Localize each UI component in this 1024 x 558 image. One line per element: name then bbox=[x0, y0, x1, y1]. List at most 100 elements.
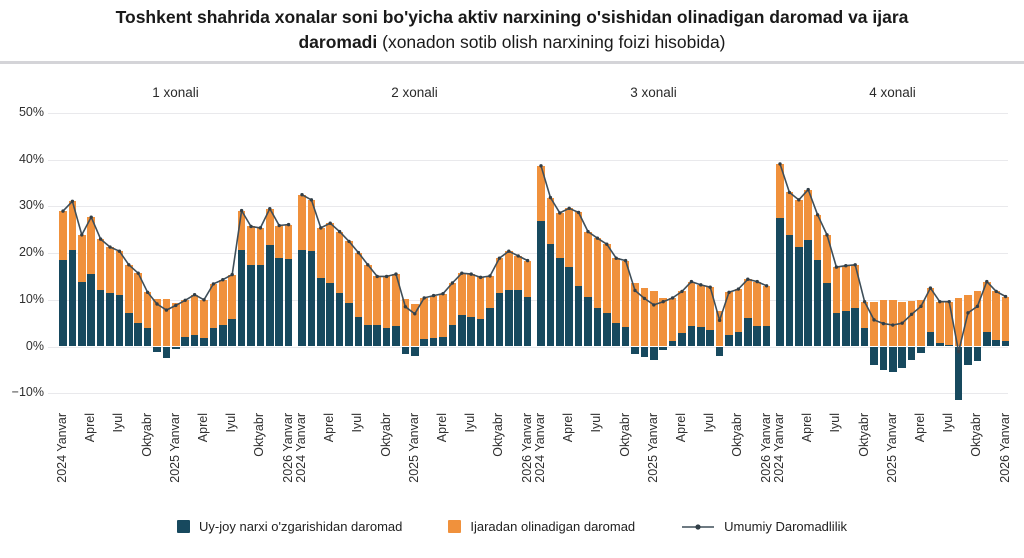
price-bar bbox=[565, 266, 573, 347]
legend: Uy-joy narxi o'zgarishidan daromad Ijara… bbox=[0, 519, 1024, 534]
price-bar bbox=[256, 265, 265, 347]
x-tick-label: 2024 Yanvar bbox=[533, 413, 547, 483]
title-divider bbox=[0, 61, 1024, 64]
price-bar bbox=[420, 339, 428, 347]
price-bar bbox=[486, 308, 494, 347]
price-bar bbox=[907, 346, 916, 361]
price-bar bbox=[776, 218, 784, 347]
price-bar bbox=[200, 338, 208, 347]
price-bar bbox=[650, 346, 658, 361]
price-bar bbox=[514, 290, 522, 347]
rent-bar bbox=[106, 247, 114, 294]
rent-bar bbox=[181, 300, 189, 338]
price-bar bbox=[467, 317, 475, 347]
rent-bar bbox=[354, 252, 363, 318]
price-bar bbox=[307, 251, 316, 347]
price-bar bbox=[603, 313, 611, 347]
price-bar bbox=[936, 343, 944, 347]
x-tick-label: Oktyabr bbox=[378, 413, 393, 457]
price-bar bbox=[668, 340, 677, 347]
price-bar bbox=[813, 259, 822, 347]
panel-title: 1 xonali bbox=[152, 85, 199, 100]
price-bar bbox=[556, 258, 564, 347]
rent-bar bbox=[706, 287, 714, 330]
panel-2-xonali: 2 xonali 2024 Yanvar Aprel Iyul Oktyabr 2025… bbox=[294, 85, 534, 483]
legend-item-rent: Ijaradan olinadigan daromad bbox=[448, 519, 635, 534]
rent-bar bbox=[335, 231, 344, 294]
price-bar bbox=[1001, 341, 1010, 347]
rent-bar bbox=[889, 299, 897, 347]
price-bar bbox=[476, 318, 485, 347]
x-tick-label: Aprel bbox=[913, 413, 927, 443]
x-tick-label: 2025 Yanvar bbox=[406, 413, 421, 483]
rent-bar bbox=[715, 311, 724, 347]
price-bar bbox=[59, 259, 67, 347]
title-line2-bold: daromadi bbox=[298, 32, 378, 52]
rent-bar bbox=[476, 277, 485, 319]
rent-bar bbox=[574, 212, 583, 287]
rent-bar bbox=[668, 297, 677, 341]
price-bar bbox=[495, 293, 504, 347]
rent-bar bbox=[523, 260, 532, 297]
rent-bar bbox=[115, 251, 124, 296]
price-bar bbox=[631, 346, 639, 354]
rent-bar bbox=[467, 274, 475, 318]
rent-bar bbox=[687, 281, 696, 326]
price-bar bbox=[284, 259, 293, 347]
rent-bar bbox=[162, 298, 171, 347]
rent-bar bbox=[631, 282, 639, 347]
legend-label: Ijaradan olinadigan daromad bbox=[470, 519, 636, 534]
price-bar bbox=[411, 346, 419, 357]
price-bar bbox=[275, 258, 283, 347]
price-bar bbox=[546, 244, 555, 347]
price-bar bbox=[973, 346, 982, 362]
rent-bar bbox=[603, 244, 611, 314]
rent-bar bbox=[298, 194, 306, 250]
x-tick-label: Iyul bbox=[589, 413, 604, 433]
y-tick-label: 40% bbox=[18, 151, 44, 166]
legend-item-price: Uy-joy narxi o'zgarishidan daromad bbox=[177, 519, 402, 534]
x-tick-label: Iyul bbox=[828, 413, 843, 433]
rent-bar bbox=[556, 212, 564, 259]
rent-bar bbox=[945, 301, 953, 345]
rent-bar bbox=[364, 264, 372, 325]
price-bar bbox=[382, 328, 391, 347]
rent-bar bbox=[134, 273, 142, 324]
y-tick-label: −10% bbox=[11, 385, 44, 400]
price-bar bbox=[247, 264, 255, 347]
x-tick-label: Aprel bbox=[196, 413, 210, 443]
price-bar bbox=[326, 282, 334, 347]
x-tick-label: 2024 Yanvar bbox=[772, 413, 786, 483]
rent-bar bbox=[143, 292, 152, 329]
price-bar bbox=[762, 326, 771, 347]
price-bar bbox=[439, 336, 447, 347]
rent-bar bbox=[439, 293, 447, 337]
panel-title: 2 xonali bbox=[391, 85, 438, 100]
x-tick-label: Oktyabr bbox=[252, 413, 267, 457]
price-bar bbox=[115, 295, 124, 347]
panel-title: 4 xonali bbox=[869, 85, 916, 100]
price-bar bbox=[392, 326, 400, 347]
price-bar bbox=[429, 338, 438, 347]
price-bar bbox=[78, 281, 86, 347]
rent-bar bbox=[823, 234, 831, 283]
price-bar bbox=[190, 334, 199, 347]
price-bar bbox=[523, 296, 532, 347]
rent-bar bbox=[68, 201, 77, 250]
rent-bar bbox=[973, 291, 982, 347]
price-bar bbox=[354, 317, 363, 347]
rent-bar bbox=[505, 251, 513, 290]
rent-bar bbox=[96, 239, 105, 290]
price-bar bbox=[753, 325, 761, 347]
gridline bbox=[48, 206, 1008, 208]
price-bar bbox=[870, 346, 878, 365]
rent-bar bbox=[307, 199, 316, 252]
rent-bar bbox=[514, 255, 522, 291]
rent-bar bbox=[486, 275, 494, 309]
price-bar bbox=[106, 293, 114, 347]
rent-bar bbox=[785, 192, 794, 235]
rent-bar bbox=[275, 225, 283, 259]
price-bar bbox=[917, 346, 925, 354]
rent-bar bbox=[200, 299, 208, 339]
rent-bar bbox=[926, 288, 935, 332]
